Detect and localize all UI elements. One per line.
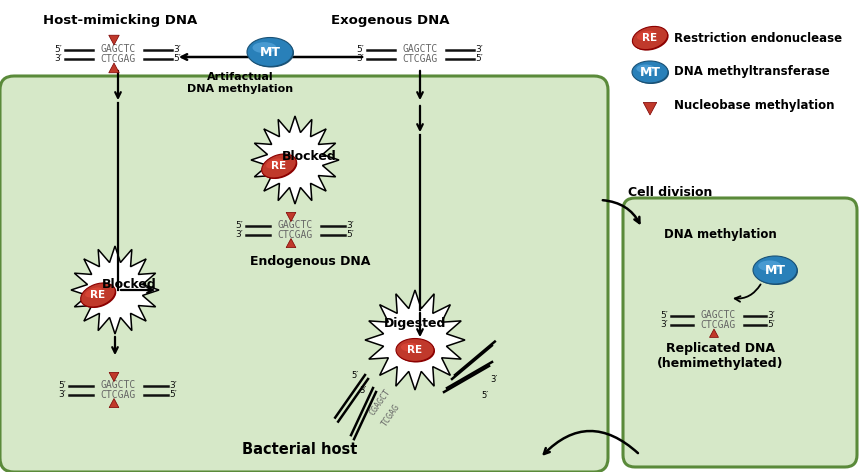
Text: Endogenous DNA: Endogenous DNA — [249, 255, 370, 268]
Text: Digested: Digested — [384, 318, 446, 330]
Text: MT: MT — [260, 45, 280, 59]
Ellipse shape — [396, 338, 434, 362]
Text: RE: RE — [407, 345, 423, 355]
Text: CTCGAG: CTCGAG — [100, 53, 135, 64]
Ellipse shape — [261, 154, 296, 178]
Text: 3′: 3′ — [356, 54, 364, 63]
Ellipse shape — [636, 65, 655, 73]
Ellipse shape — [82, 284, 117, 308]
Ellipse shape — [85, 287, 102, 297]
FancyBboxPatch shape — [0, 76, 608, 472]
Text: 5′: 5′ — [356, 45, 364, 54]
Text: 5′: 5′ — [54, 45, 62, 54]
Text: 3′: 3′ — [476, 45, 483, 54]
Ellipse shape — [253, 42, 276, 53]
Text: 3′: 3′ — [661, 320, 669, 329]
Polygon shape — [365, 290, 465, 390]
Polygon shape — [71, 246, 159, 334]
Ellipse shape — [247, 37, 293, 67]
Text: RE: RE — [272, 161, 287, 171]
Ellipse shape — [632, 61, 668, 83]
Text: 3′: 3′ — [169, 381, 177, 390]
Ellipse shape — [262, 155, 298, 179]
Text: 3′: 3′ — [59, 390, 66, 399]
Polygon shape — [109, 35, 119, 45]
Ellipse shape — [266, 159, 283, 169]
Text: 3′: 3′ — [490, 375, 497, 384]
Ellipse shape — [754, 257, 798, 285]
Ellipse shape — [248, 39, 294, 67]
Text: CTCGAG: CTCGAG — [277, 229, 312, 239]
Text: 5′: 5′ — [661, 311, 669, 320]
Text: GAGCTC: GAGCTC — [701, 311, 735, 320]
Text: 5′: 5′ — [59, 381, 66, 390]
Text: 5′: 5′ — [351, 371, 358, 380]
Text: 5′: 5′ — [476, 54, 483, 63]
Text: 3′: 3′ — [173, 45, 181, 54]
Text: Restriction endonuclease: Restriction endonuclease — [674, 32, 842, 44]
Text: Cell division: Cell division — [628, 186, 712, 200]
Ellipse shape — [633, 27, 669, 51]
Text: Nucleobase methylation: Nucleobase methylation — [674, 100, 835, 112]
Text: (hemimethylated): (hemimethylated) — [657, 357, 784, 370]
Text: CTCGAG: CTCGAG — [100, 389, 135, 399]
Text: GAGCTC: GAGCTC — [100, 380, 135, 390]
Text: Artifactual
DNA methylation: Artifactual DNA methylation — [187, 72, 293, 93]
Text: 5′: 5′ — [767, 320, 775, 329]
Polygon shape — [109, 372, 119, 381]
Polygon shape — [287, 238, 296, 248]
Text: Replicated DNA: Replicated DNA — [665, 342, 774, 355]
Text: 3′: 3′ — [359, 386, 366, 395]
Ellipse shape — [80, 283, 116, 307]
Text: Blocked: Blocked — [102, 278, 156, 292]
Ellipse shape — [759, 261, 781, 271]
Polygon shape — [709, 329, 719, 337]
Text: DNA methylation: DNA methylation — [664, 228, 777, 241]
Text: 5′: 5′ — [236, 221, 243, 230]
Text: RE: RE — [642, 33, 658, 43]
Text: CGAGCT: CGAGCT — [368, 387, 393, 417]
Text: GAGCTC: GAGCTC — [402, 44, 438, 54]
Text: 3′: 3′ — [347, 221, 354, 230]
Ellipse shape — [753, 256, 797, 284]
Polygon shape — [251, 116, 339, 204]
Polygon shape — [109, 398, 119, 408]
Text: Host-mimicking DNA: Host-mimicking DNA — [43, 14, 197, 27]
Text: GAGCTC: GAGCTC — [100, 44, 135, 54]
Text: 5′: 5′ — [347, 230, 354, 239]
Text: Exogenous DNA: Exogenous DNA — [331, 14, 450, 27]
Text: Blocked: Blocked — [281, 150, 337, 162]
Ellipse shape — [637, 31, 654, 40]
FancyBboxPatch shape — [623, 198, 857, 467]
Text: 5′: 5′ — [169, 390, 177, 399]
Polygon shape — [643, 102, 657, 115]
Text: TCGAG: TCGAG — [380, 402, 402, 428]
Ellipse shape — [633, 26, 668, 50]
Ellipse shape — [633, 62, 669, 84]
Text: 3′: 3′ — [767, 311, 775, 320]
Ellipse shape — [401, 343, 420, 352]
Text: Bacterial host: Bacterial host — [243, 443, 357, 457]
Polygon shape — [109, 63, 119, 73]
Text: 3′: 3′ — [236, 230, 243, 239]
Text: 5′: 5′ — [173, 54, 181, 63]
Text: MT: MT — [765, 263, 785, 277]
Text: CTCGAG: CTCGAG — [701, 320, 735, 329]
Text: DNA methyltransferase: DNA methyltransferase — [674, 66, 829, 78]
Ellipse shape — [397, 339, 435, 362]
Polygon shape — [287, 212, 296, 221]
Text: GAGCTC: GAGCTC — [277, 220, 312, 230]
Text: 3′: 3′ — [54, 54, 62, 63]
Text: RE: RE — [91, 290, 105, 300]
Text: CTCGAG: CTCGAG — [402, 53, 438, 64]
Text: MT: MT — [639, 66, 660, 78]
Text: 5′: 5′ — [481, 391, 488, 400]
